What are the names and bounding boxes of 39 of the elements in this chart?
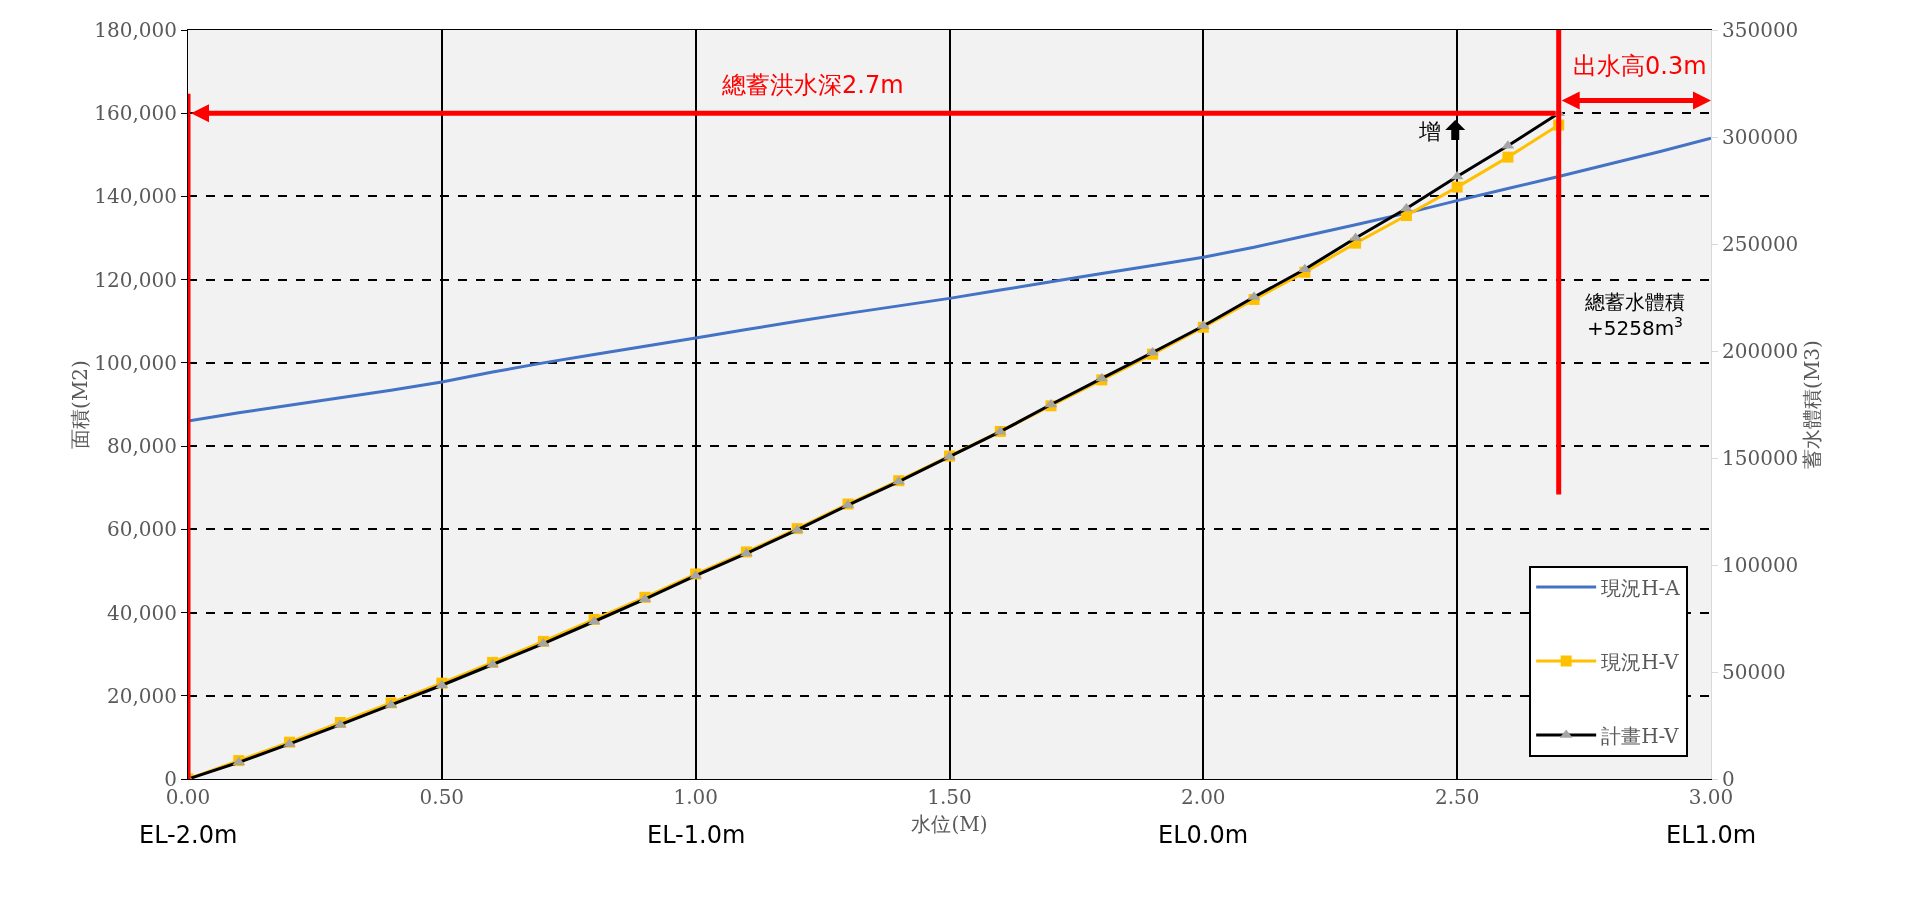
text: EL-1.0m bbox=[647, 821, 746, 849]
annotation: 出水高0.3m bbox=[1573, 52, 1707, 80]
y-tick-label: 100,000 bbox=[94, 350, 177, 375]
y2-tick-label: 100000 bbox=[1722, 553, 1799, 577]
y-tick-label: 80,000 bbox=[107, 434, 177, 459]
legend-label: 計畫H-V bbox=[1601, 723, 1679, 748]
annotation: 增 bbox=[1418, 119, 1441, 144]
y2-tick-label: 150000 bbox=[1722, 446, 1799, 470]
x-tick-label: 1.50 bbox=[927, 785, 972, 809]
y2-tick-label: 200000 bbox=[1722, 339, 1799, 363]
x-tick-label: 2.50 bbox=[1434, 785, 1480, 809]
point bbox=[1451, 181, 1463, 193]
x-axis-title: 水位(M) bbox=[911, 811, 988, 836]
text: EL1.0m bbox=[1666, 821, 1757, 849]
y2-tick-label: 50000 bbox=[1722, 660, 1786, 684]
x-tick-label: 0.50 bbox=[419, 785, 465, 809]
y2-tick-label: 250000 bbox=[1722, 232, 1799, 256]
y-tick-label: 60,000 bbox=[107, 517, 177, 542]
x-tick-label: 3.00 bbox=[1688, 785, 1734, 809]
y2-tick-label: 350000 bbox=[1722, 18, 1799, 42]
x-tick-label: 0.00 bbox=[165, 785, 211, 809]
text: EL0.0m bbox=[1158, 821, 1249, 849]
x-tick-label: 2.00 bbox=[1181, 785, 1226, 809]
y-tick-label: 20,000 bbox=[107, 683, 177, 708]
y-axis-title: 面積(M2) bbox=[68, 360, 93, 449]
y-tick-label: 160,000 bbox=[94, 101, 177, 126]
text: EL-2.0m bbox=[139, 821, 238, 849]
legend-label: 現況H-V bbox=[1601, 649, 1679, 674]
y-tick-label: 120,000 bbox=[94, 267, 177, 292]
legend-label: 現況H-A bbox=[1601, 575, 1681, 600]
annotation: 總蓄水體積 +5258m$^{3}$ bbox=[1584, 290, 1685, 340]
y-tick-label: 40,000 bbox=[107, 600, 177, 625]
point bbox=[1502, 151, 1514, 163]
y2-tick-label: 300000 bbox=[1722, 125, 1799, 149]
x-tick-label: 1.00 bbox=[673, 785, 718, 809]
y2-axis-title: 蓄水體積(M3) bbox=[1800, 340, 1825, 469]
annotation: 總蓄洪水深2.7m bbox=[721, 71, 904, 99]
y-tick-label: 180,000 bbox=[94, 18, 177, 42]
y-tick-label: 140,000 bbox=[94, 184, 177, 209]
